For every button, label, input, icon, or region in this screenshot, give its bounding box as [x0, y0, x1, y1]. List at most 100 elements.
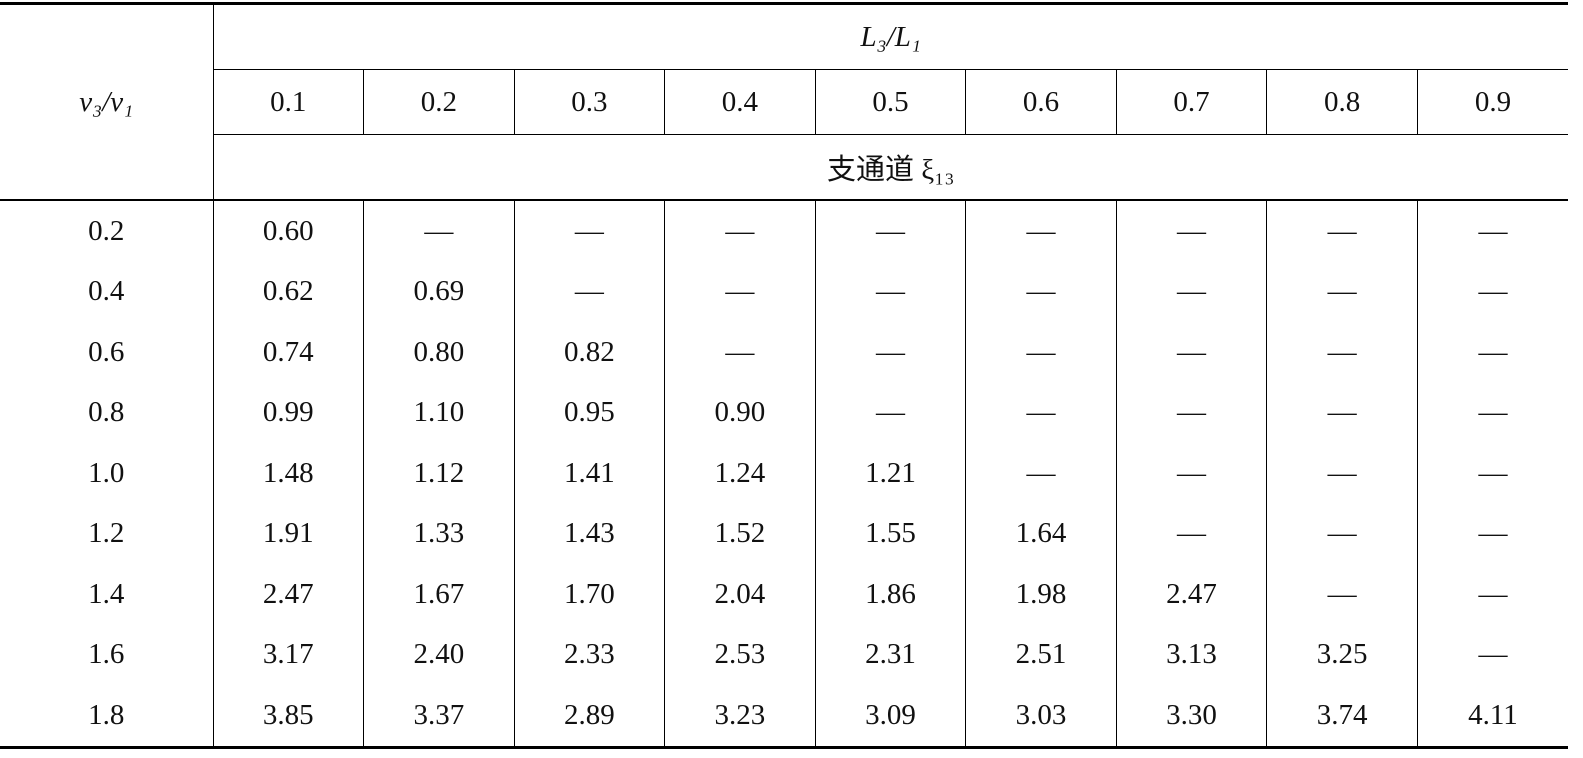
- column-header: 0.3: [513, 69, 665, 135]
- cell: 1.48: [262, 456, 314, 489]
- row-label: 0.6: [0, 322, 214, 383]
- cell: 3.17: [262, 638, 314, 671]
- cell: —: [1416, 624, 1569, 685]
- cell: 0.62: [262, 275, 314, 308]
- cell: 2.89: [513, 685, 665, 747]
- cell: 0.82: [513, 322, 665, 383]
- header-row: 支通道 ξ₁₃: [0, 134, 1569, 201]
- data-row: 0.2 0.60— — — — — — — —: [0, 200, 1569, 262]
- cell: —: [1115, 382, 1267, 443]
- cell: —: [814, 200, 966, 262]
- cell: 0.69: [363, 261, 515, 322]
- cell: 1.10: [363, 382, 515, 443]
- cell: —: [965, 261, 1117, 322]
- cell: —: [1416, 261, 1569, 322]
- cell: —: [1266, 200, 1418, 262]
- cell: 0.60: [262, 214, 314, 247]
- cell: —: [965, 200, 1117, 262]
- cell: 1.98: [965, 564, 1117, 625]
- column-header: 0.6: [965, 69, 1117, 135]
- cell: —: [1115, 261, 1267, 322]
- cell: 1.67: [363, 564, 515, 625]
- column-header: 0.8: [1266, 69, 1418, 135]
- column-header: 0.2: [363, 69, 515, 135]
- cell: 1.70: [513, 564, 665, 625]
- cell: —: [664, 322, 816, 383]
- cell: 0.80: [363, 322, 515, 383]
- cell: 2.47: [262, 577, 314, 610]
- cell: 1.41: [513, 443, 665, 504]
- row-label: 1.6: [0, 624, 214, 685]
- cell: —: [1266, 322, 1418, 383]
- cell: 0.99: [262, 396, 314, 429]
- row-label: 1.0: [0, 443, 214, 504]
- cell: —: [1416, 443, 1569, 504]
- cell: —: [513, 261, 665, 322]
- cell: —: [513, 200, 665, 262]
- cell: 2.51: [965, 624, 1117, 685]
- cell: 2.47: [1115, 564, 1267, 625]
- cell: —: [1115, 322, 1267, 383]
- cell: 3.09: [814, 685, 966, 747]
- cell: 3.25: [1266, 624, 1418, 685]
- cell: 1.91: [262, 517, 314, 550]
- cell: —: [1266, 261, 1418, 322]
- cell: —: [363, 200, 515, 262]
- cell: —: [1115, 443, 1267, 504]
- cell: 4.11: [1416, 685, 1569, 747]
- cell: 3.37: [363, 685, 515, 747]
- cell: —: [1416, 322, 1569, 383]
- corner-header: v₃/v₁: [0, 3, 214, 201]
- cell: —: [1115, 200, 1267, 262]
- data-row: 1.8 3.85 3.37 2.89 3.23 3.09 3.03 3.30 3.74 4.11: [0, 685, 1569, 747]
- cell: 1.12: [363, 443, 515, 504]
- row-label: 0.4: [0, 261, 214, 322]
- subgroup-header: 支通道 ξ₁₃: [213, 134, 1569, 201]
- row-label: 1.2: [0, 503, 214, 564]
- cell: 3.74: [1266, 685, 1418, 747]
- cell: —: [1266, 443, 1418, 504]
- cell: 1.86: [814, 564, 966, 625]
- row-label: 0.8: [0, 382, 214, 443]
- cell: —: [1416, 200, 1569, 262]
- cell: 1.43: [513, 503, 665, 564]
- cell: —: [1266, 503, 1418, 564]
- cell: 3.03: [965, 685, 1117, 747]
- cell: —: [1416, 564, 1569, 625]
- cell: —: [814, 261, 966, 322]
- row-label: 0.2: [0, 200, 214, 262]
- column-header: 0.7: [1115, 69, 1267, 135]
- column-header: 0.5: [814, 69, 966, 135]
- column-header: 0.4: [664, 69, 816, 135]
- cell: —: [814, 382, 966, 443]
- cell: —: [814, 322, 966, 383]
- cell: 1.21: [814, 443, 966, 504]
- cell: —: [1266, 382, 1418, 443]
- cell: —: [965, 382, 1117, 443]
- cell: 2.33: [513, 624, 665, 685]
- cell: 2.31: [814, 624, 966, 685]
- cell: 0.74: [262, 335, 314, 368]
- cell: 1.33: [363, 503, 515, 564]
- cell: 0.95: [513, 382, 665, 443]
- cell: —: [1416, 503, 1569, 564]
- data-row: 1.2 1.91 1.33 1.43 1.52 1.55 1.64— — —: [0, 503, 1569, 564]
- cell: —: [664, 261, 816, 322]
- cell: 3.13: [1115, 624, 1267, 685]
- column-header: 0.1: [213, 69, 364, 135]
- cell: 2.53: [664, 624, 816, 685]
- cell: 3.30: [1115, 685, 1267, 747]
- data-row: 1.6 3.17 2.40 2.33 2.53 2.31 2.51 3.13 3.25—: [0, 624, 1569, 685]
- data-row: 0.6 0.74 0.80 0.82— — — — — —: [0, 322, 1569, 383]
- column-header: 0.9: [1416, 69, 1569, 135]
- cell: 3.85: [262, 698, 314, 731]
- data-row: 0.4 0.62 0.69— — — — — — —: [0, 261, 1569, 322]
- header-row: v₃/v₁ L₃/L₁: [0, 3, 1569, 201]
- cell: 3.23: [664, 685, 816, 747]
- cell: 0.90: [664, 382, 816, 443]
- cell: —: [1416, 382, 1569, 443]
- data-row: 0.8 0.99 1.10 0.95 0.90— — — — —: [0, 382, 1569, 443]
- cell: 1.24: [664, 443, 816, 504]
- data-row: 1.0 1.48 1.12 1.41 1.24 1.21— — — —: [0, 443, 1569, 504]
